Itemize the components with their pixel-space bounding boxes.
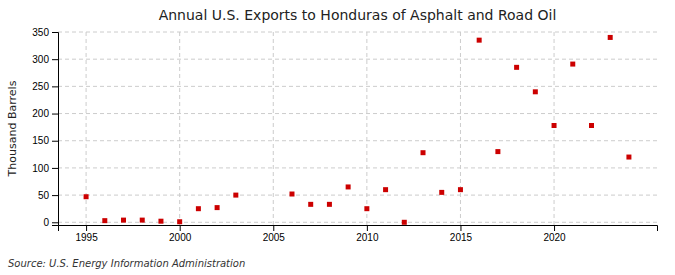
point — [402, 220, 407, 225]
point — [533, 89, 538, 94]
y-grid-line — [58, 86, 657, 87]
y-tick-label: 0 — [43, 217, 49, 228]
y-tick-mark — [52, 222, 58, 223]
y-tick-mark — [52, 195, 58, 196]
y-tick-label: 50 — [38, 190, 50, 201]
x-grid-line — [179, 32, 180, 225]
point — [140, 218, 145, 223]
point — [121, 218, 126, 223]
x-tick-mark — [273, 225, 274, 231]
grid — [58, 32, 657, 225]
point — [552, 123, 557, 128]
x-tick-label: 2000 — [169, 232, 192, 243]
y-tick: 150 — [32, 135, 58, 146]
x-tick-label: 2010 — [356, 232, 379, 243]
y-tick-label: 200 — [32, 108, 49, 119]
y-grid-line — [58, 140, 657, 141]
point — [570, 62, 575, 67]
x-axis: 1995 2000 2005 2010 2015 2020 — [59, 225, 658, 243]
point — [439, 190, 444, 195]
y-tick-mark — [52, 141, 58, 142]
point — [289, 192, 294, 197]
point — [308, 202, 313, 207]
point — [158, 219, 163, 224]
point — [233, 193, 238, 198]
y-tick-label: 100 — [32, 163, 49, 174]
point — [177, 219, 182, 224]
source: Source: U.S. Energy Information Administ… — [8, 258, 245, 269]
y-tick-label: 300 — [32, 54, 49, 65]
point — [364, 206, 369, 211]
x-tick-label: 2005 — [263, 232, 286, 243]
point — [589, 123, 594, 128]
y-tick-mark — [52, 168, 58, 169]
x-tick: 1995 — [75, 225, 98, 243]
x-tick-mark — [180, 225, 181, 231]
x-tick: 2000 — [169, 225, 192, 243]
point — [215, 205, 220, 210]
y-tick-label: 250 — [32, 81, 49, 92]
y-tick: 350 — [32, 27, 58, 38]
x-tick-mark — [554, 225, 555, 231]
y-tick: 0 — [43, 217, 58, 228]
x-tick-mark — [460, 225, 461, 231]
point — [495, 149, 500, 154]
y-axis: 0 50 100 150 200 250 300 350 — [32, 27, 58, 228]
chart-container: 1995 2000 2005 2010 2015 2020 0 50 100 150 200 250 3… — [0, 0, 675, 275]
point — [514, 65, 519, 70]
point — [477, 38, 482, 43]
y-grid-line — [58, 59, 657, 60]
point — [458, 187, 463, 192]
point — [327, 202, 332, 207]
y-axis-line — [52, 33, 59, 226]
y-tick-mark — [52, 114, 58, 115]
y-tick: 200 — [32, 108, 58, 119]
y-tick-mark — [52, 86, 58, 87]
point — [421, 150, 426, 155]
y-axis-title: Thousand Barrels — [6, 80, 19, 177]
points — [84, 35, 632, 225]
y-tick: 300 — [32, 54, 58, 65]
y-tick-label: 150 — [32, 135, 49, 146]
x-tick-mark — [86, 225, 87, 231]
y-tick-label: 350 — [32, 27, 49, 38]
x-tick: 2005 — [263, 225, 286, 243]
point — [383, 187, 388, 192]
point — [346, 184, 351, 189]
x-tick: 2020 — [543, 225, 566, 243]
y-tick: 50 — [38, 190, 58, 201]
y-tick: 250 — [32, 81, 58, 92]
y-grid-line — [58, 113, 657, 114]
title: Annual U.S. Exports to Honduras of Aspha… — [159, 7, 557, 23]
chart-svg: 1995 2000 2005 2010 2015 2020 0 50 100 150 200 250 3… — [0, 0, 675, 275]
x-axis-line — [59, 226, 658, 232]
x-tick: 2010 — [356, 225, 379, 243]
y-grid-line — [58, 32, 657, 33]
x-grid-line — [554, 32, 555, 225]
x-grid-line — [366, 32, 367, 225]
y-grid-line — [58, 222, 657, 223]
x-tick-label: 1995 — [75, 232, 98, 243]
point — [626, 155, 631, 160]
x-grid-line — [460, 32, 461, 225]
point — [84, 194, 89, 199]
y-tick: 100 — [32, 163, 58, 174]
point — [102, 218, 107, 223]
x-tick-label: 2015 — [450, 232, 473, 243]
y-tick-mark — [52, 32, 58, 33]
x-tick-mark — [367, 225, 368, 231]
point — [608, 35, 613, 40]
x-grid-line — [273, 32, 274, 225]
point — [196, 206, 201, 211]
y-grid-line — [58, 167, 657, 168]
x-tick-label: 2020 — [543, 232, 566, 243]
x-tick: 2015 — [450, 225, 473, 243]
y-grid-line — [58, 195, 657, 196]
y-tick-mark — [52, 59, 58, 60]
